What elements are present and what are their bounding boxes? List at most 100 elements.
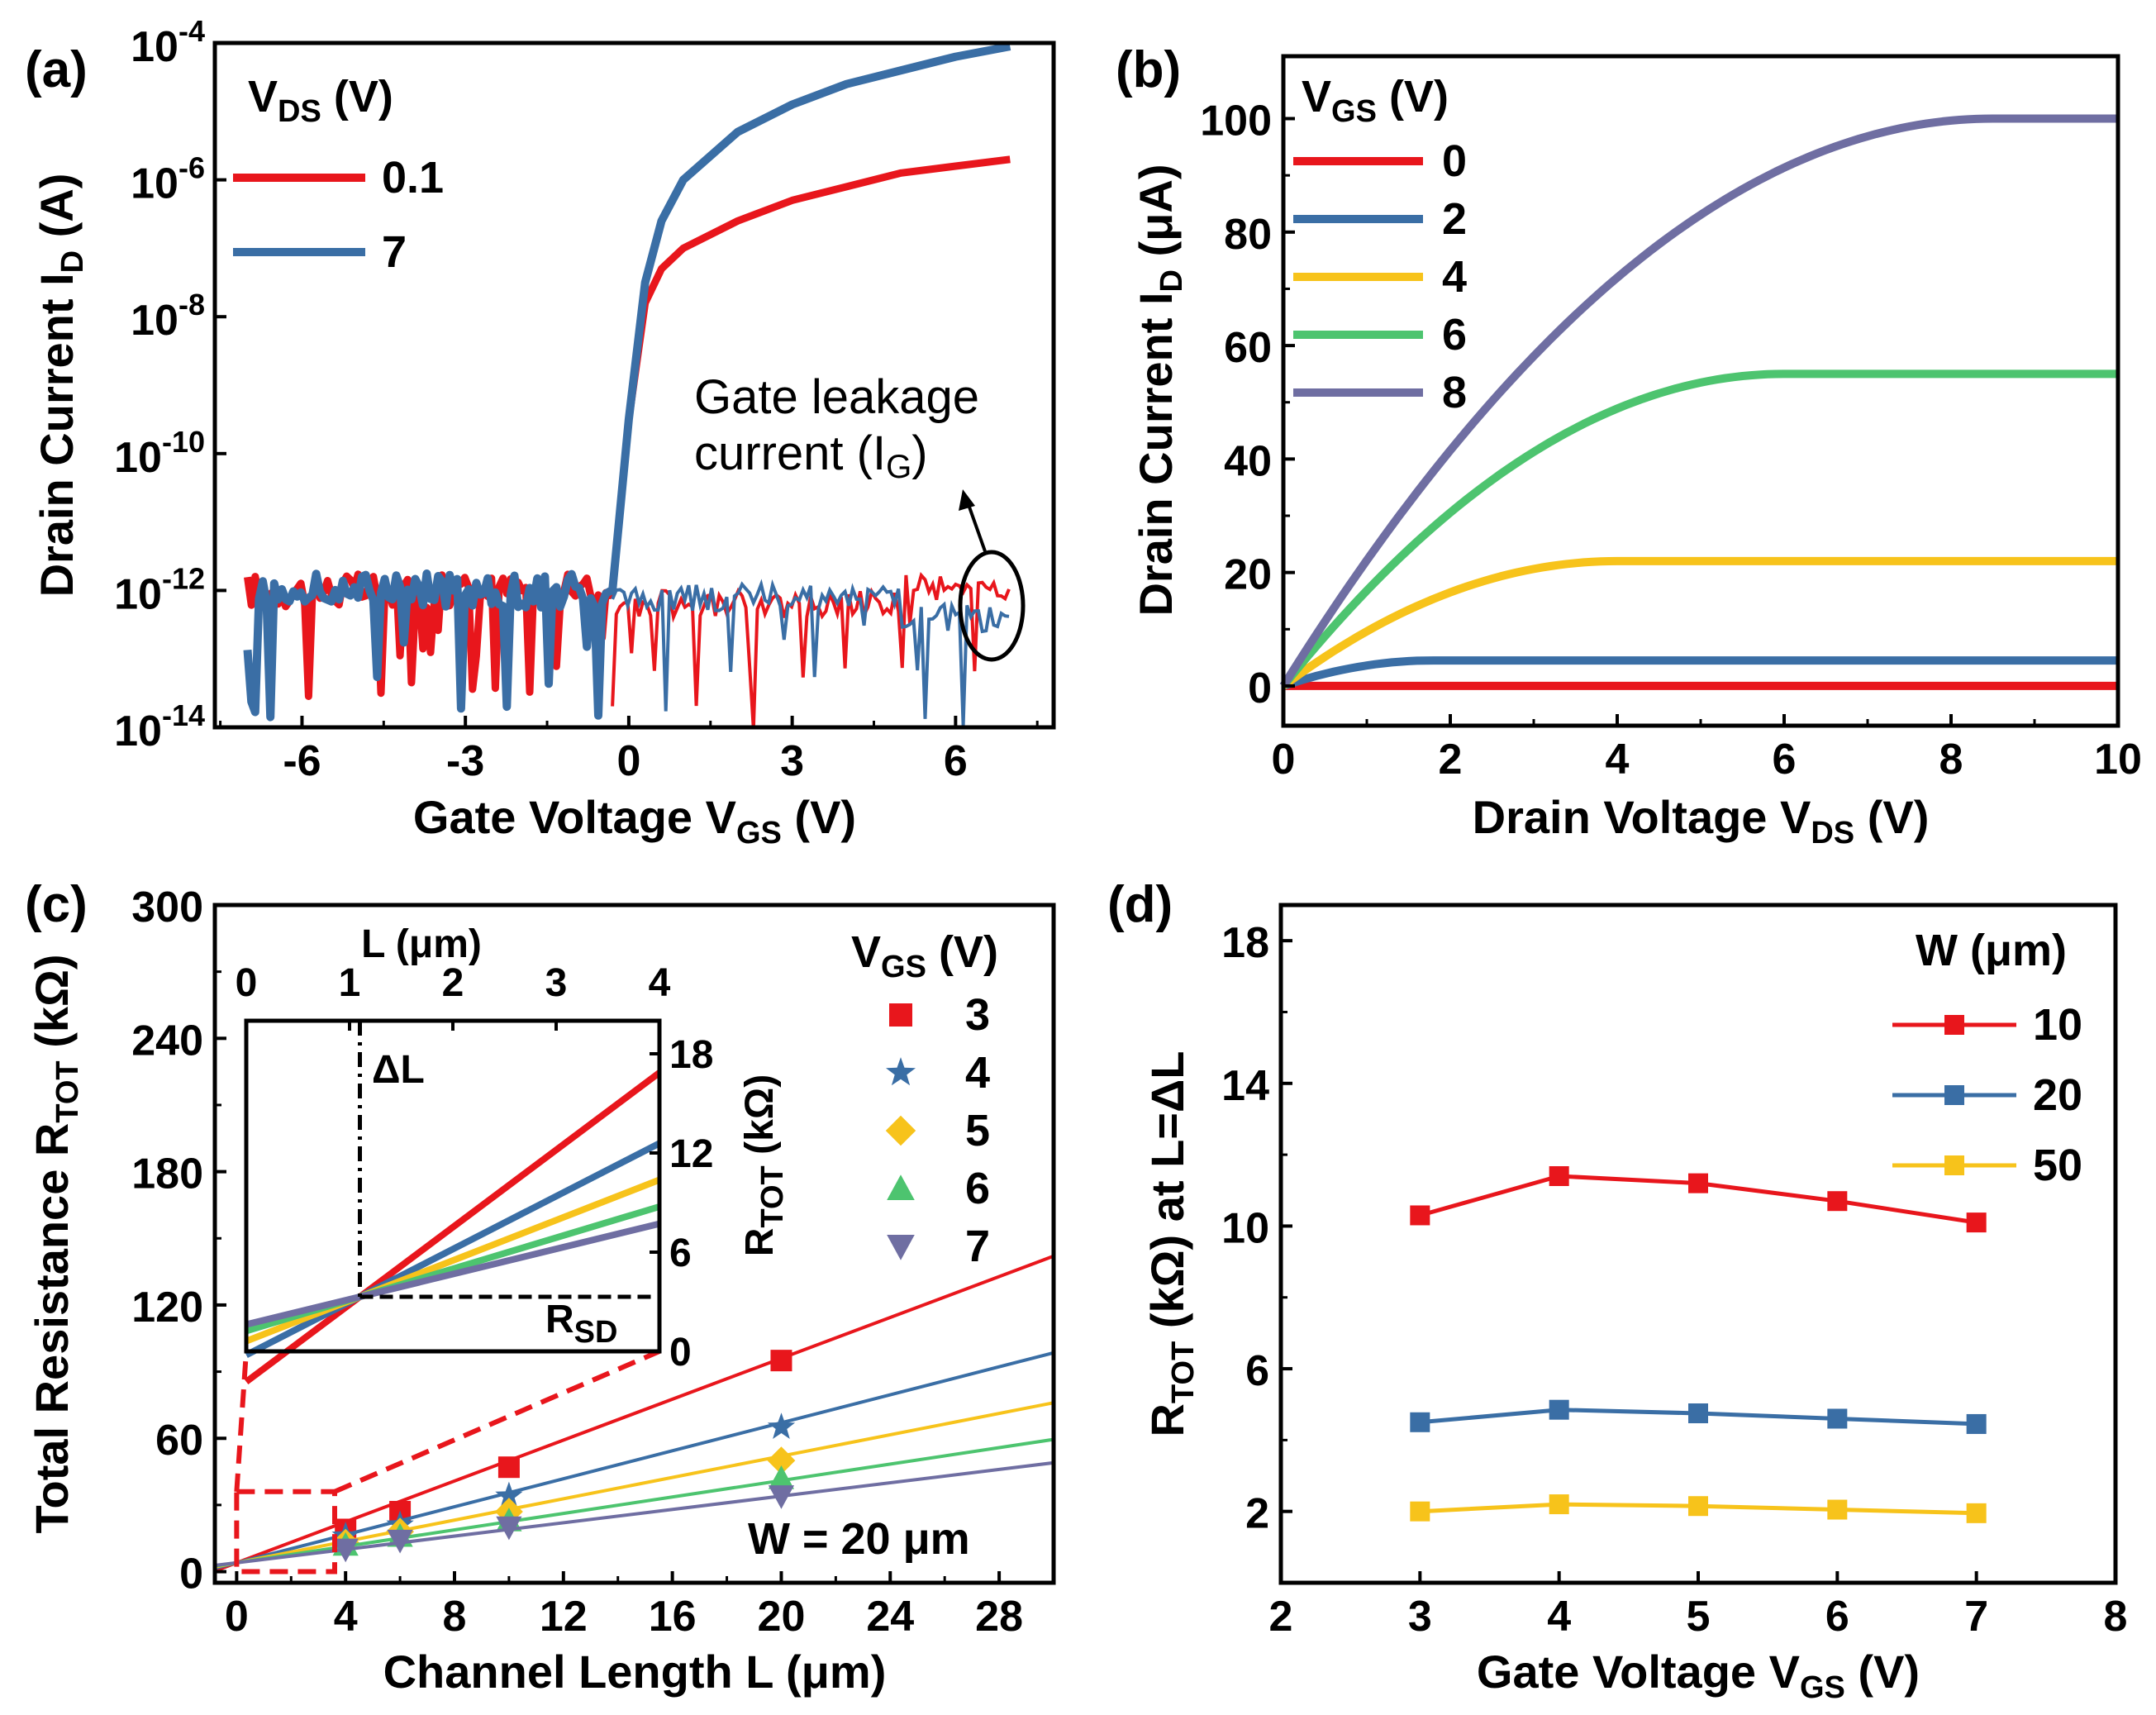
inset-xtick-label: 1 bbox=[339, 961, 361, 1005]
panel-c-xtick-label: 24 bbox=[866, 1593, 914, 1641]
panel-b-curve-vgs-8 bbox=[1279, 114, 2118, 688]
panel-b-xtick-label: 6 bbox=[1773, 736, 1797, 784]
panel-c-xtick-label: 28 bbox=[975, 1593, 1023, 1641]
inset-plot-area bbox=[244, 1021, 662, 1385]
panel-b-legend-label-2: 2 bbox=[1442, 194, 1467, 244]
panel-a-xtick-label: -6 bbox=[283, 737, 321, 785]
leakage-arrow bbox=[965, 499, 987, 552]
panel-c-ytick-label: 0 bbox=[179, 1551, 203, 1598]
panel-a: (a) -6 -3 0 3 6 10-4 10-6 10-8 10-10 10-12 10-14 G… bbox=[25, 14, 1056, 850]
inset-ytick-label: 6 bbox=[669, 1231, 692, 1275]
panel-a-legend-label-0.1: 0.1 bbox=[382, 153, 444, 202]
panel-a-xlabel: Gate Voltage VGS (V) bbox=[413, 791, 856, 850]
panel-b-xtick-label: 2 bbox=[1439, 736, 1463, 784]
panel-a-ylabel: Drain Current ID (A) bbox=[31, 174, 90, 598]
panel-c-point-vgs-3 bbox=[497, 1456, 520, 1479]
width-note: W = 20 μm bbox=[748, 1514, 970, 1564]
panel-c-xtick-label: 12 bbox=[540, 1593, 588, 1641]
panel-d-ytick-label: 14 bbox=[1221, 1062, 1269, 1110]
inset-ytick-label: 12 bbox=[669, 1132, 713, 1176]
panel-b-xtick-label: 4 bbox=[1606, 736, 1630, 784]
panel-c-point-vgs-3 bbox=[770, 1350, 792, 1372]
panel-d-label: (d) bbox=[1107, 876, 1173, 933]
panel-c-fit-line-vgs-3 bbox=[214, 1254, 1054, 1573]
panel-a-ytick-label: 10-12 bbox=[114, 561, 205, 618]
panel-d-point-w-50 bbox=[1827, 1499, 1848, 1520]
panel-c-ytick-label: 60 bbox=[155, 1417, 203, 1465]
panel-b-curve-vgs-2 bbox=[1282, 656, 2118, 690]
panel-d-point-w-20 bbox=[1688, 1403, 1708, 1423]
panel-c-point-vgs-4 bbox=[767, 1412, 796, 1439]
inset-ylabel: RTOT (kΩ) bbox=[738, 1074, 790, 1256]
inset-xlabel: L (μm) bbox=[361, 922, 482, 966]
panel-d-point-w-10 bbox=[1827, 1191, 1848, 1212]
panel-d-point-w-50 bbox=[1966, 1503, 1987, 1523]
panel-c-xlabel: Channel Length L (μm) bbox=[383, 1646, 887, 1698]
panel-b-xtick-label: 10 bbox=[2094, 736, 2142, 784]
panel-c-ylabel: Total Resistance RTOT (kΩ) bbox=[26, 954, 85, 1533]
panel-c-legend-marker-7 bbox=[887, 1235, 915, 1260]
panel-c-ytick-label: 300 bbox=[131, 884, 203, 931]
panel-d-legend-title: W (μm) bbox=[1916, 926, 2067, 975]
panel-d-point-w-10 bbox=[1410, 1205, 1430, 1226]
inset-frame bbox=[244, 1018, 662, 1354]
leakage-arrowhead bbox=[959, 489, 975, 511]
panel-c-frame bbox=[212, 903, 1056, 1585]
panel-a-frame bbox=[212, 40, 1056, 730]
panel-c-xtick-label: 0 bbox=[225, 1593, 249, 1641]
panel-b-ytick-label: 40 bbox=[1224, 437, 1272, 485]
panel-c-legend-title: VGS (V) bbox=[851, 927, 998, 984]
panel-d-frame bbox=[1278, 903, 2118, 1585]
panel-a-xtick-label: 0 bbox=[616, 737, 640, 785]
gate-leakage-annotation-line1: Gate leakage bbox=[694, 370, 979, 424]
panel-b-legend: 0 2 4 6 8 bbox=[1293, 136, 1467, 417]
inset-xtick-label: 0 bbox=[236, 961, 258, 1005]
panel-a-ytick-label: 10-4 bbox=[131, 14, 205, 71]
panel-a-axes: -6 -3 0 3 6 10-4 10-6 10-8 10-10 10-12 10-14 bbox=[114, 14, 1039, 785]
panel-c-legend-marker-5 bbox=[885, 1115, 916, 1146]
zoom-guide-right bbox=[333, 1349, 661, 1494]
panel-c-ytick-label: 120 bbox=[131, 1284, 203, 1332]
panel-b-ylabel: Drain Current ID (μA) bbox=[1130, 164, 1189, 616]
panel-b-xtick-label: 0 bbox=[1272, 736, 1296, 784]
panel-c-point-vgs-7 bbox=[332, 1538, 359, 1563]
panel-d-xtick-label: 2 bbox=[1269, 1593, 1293, 1641]
rsd-label: RSD bbox=[545, 1298, 617, 1350]
panel-c-point-vgs-7 bbox=[496, 1516, 522, 1541]
delta-l-label: ΔL bbox=[372, 1048, 425, 1092]
panel-a-gate-leakage-7 bbox=[611, 579, 1010, 726]
panel-b-label: (b) bbox=[1116, 41, 1181, 98]
panel-d-legend-label-50: 50 bbox=[2033, 1141, 2082, 1190]
panel-c-legend-label-5: 5 bbox=[965, 1106, 990, 1155]
panel-d-ytick-label: 10 bbox=[1221, 1204, 1269, 1252]
panel-b-xtick-label: 8 bbox=[1939, 736, 1963, 784]
panel-d-ytick-label: 6 bbox=[1245, 1347, 1269, 1395]
inset-ytick-label: 0 bbox=[669, 1331, 692, 1374]
panel-d-point-w-20 bbox=[1410, 1412, 1430, 1432]
panel-b-legend-label-8: 8 bbox=[1442, 368, 1467, 417]
panel-b-plot-area bbox=[1279, 114, 2118, 690]
panel-c-point-vgs-6 bbox=[768, 1465, 795, 1489]
panel-b-legend-label-4: 4 bbox=[1442, 252, 1467, 302]
panel-c-xtick-label: 4 bbox=[334, 1593, 358, 1641]
panel-d-xtick-label: 4 bbox=[1547, 1593, 1571, 1641]
panel-a-label: (a) bbox=[25, 41, 88, 98]
panel-c-ytick-label: 240 bbox=[131, 1017, 203, 1065]
gate-leakage-annotation-line2: current (IG) bbox=[694, 426, 928, 485]
panel-b-xlabel: Drain Voltage VDS (V) bbox=[1473, 791, 1930, 850]
panel-c-point-vgs-7 bbox=[387, 1529, 413, 1554]
panel-d-xlabel: Gate Voltage VGS (V) bbox=[1477, 1646, 1920, 1705]
panel-d-legend-marker-20 bbox=[1944, 1085, 1964, 1105]
panel-d-xtick-label: 3 bbox=[1408, 1593, 1432, 1641]
panel-c-legend: 3 4 5 6 7 bbox=[885, 990, 990, 1271]
panel-c-plot-area bbox=[214, 1254, 1054, 1574]
panel-c-legend-label-3: 3 bbox=[965, 990, 990, 1040]
panel-b-curve-vgs-6 bbox=[1280, 369, 2118, 689]
panel-b-ytick-label: 20 bbox=[1224, 551, 1272, 599]
panel-d-point-w-10 bbox=[1688, 1173, 1708, 1193]
